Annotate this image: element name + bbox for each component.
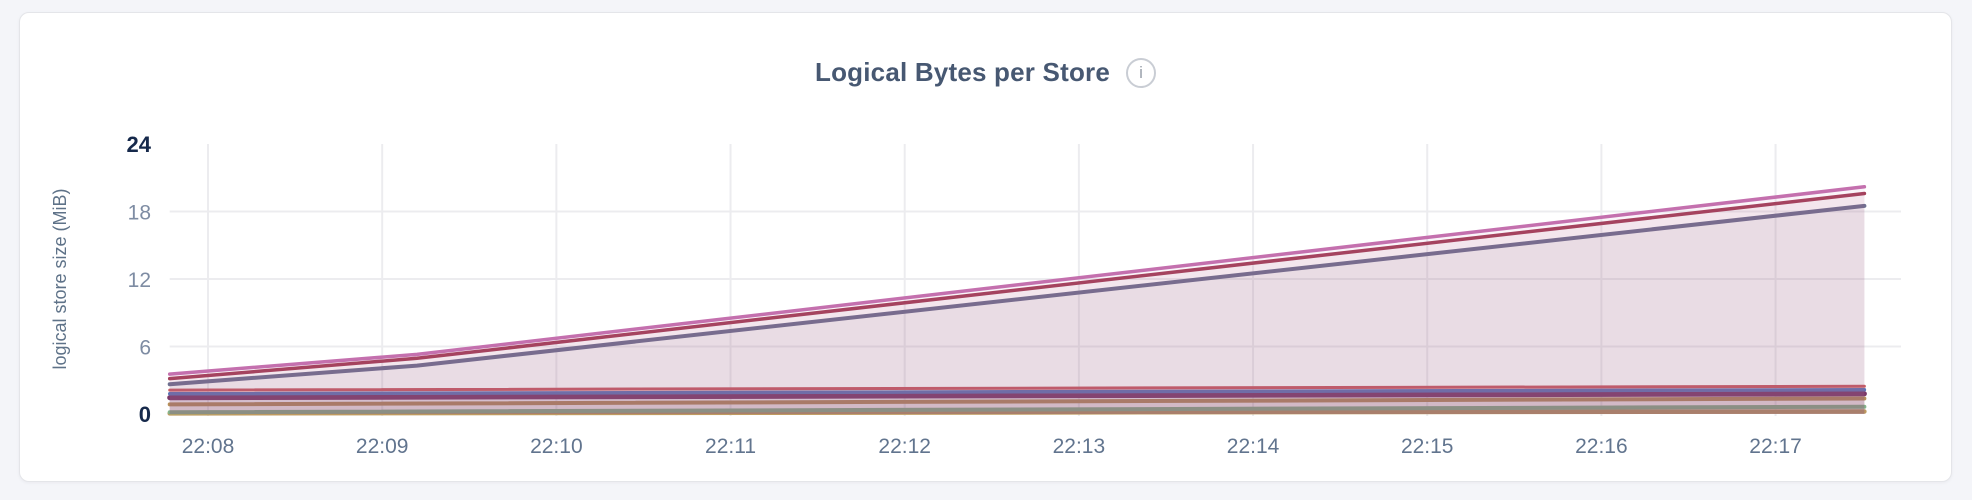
y-tick-label: 12 [128, 269, 151, 292]
x-tick-label: 22:11 [705, 435, 756, 458]
series-area-store-maroon [169, 193, 1865, 414]
x-tick-label: 22:08 [182, 435, 235, 458]
series-area-store-pink [169, 186, 1865, 414]
x-tick-label: 22:09 [356, 435, 409, 458]
x-tick-label: 22:15 [1401, 435, 1454, 458]
info-icon-glyph: i [1139, 62, 1143, 82]
series-group [167, 185, 1867, 416]
y-tick-label: 18 [128, 202, 151, 225]
series-area-store-slate [169, 205, 1865, 414]
y-tick-label: 24 [127, 132, 152, 157]
chart-header: Logical Bytes per Store i [20, 57, 1951, 88]
series-line-store-blue [167, 388, 1867, 396]
series-line-store-pink [167, 185, 1867, 376]
series-line-store-slate [167, 203, 1867, 387]
x-tick-label: 22:10 [530, 435, 583, 458]
series-line-store-purple [167, 391, 1867, 401]
x-tick-label: 22:17 [1749, 435, 1802, 458]
series-line-store-red [168, 384, 1866, 392]
y-tick-label: 6 [139, 337, 151, 360]
y-axis-labels: 0 6 12 18 24 [127, 132, 152, 427]
y-axis-title: logical store size (MiB) [50, 188, 70, 369]
gridlines [169, 144, 1901, 416]
x-axis-labels: 22:08 22:09 22:10 22:11 22:12 22:13 22:14 22:15… [182, 435, 1802, 458]
chart-card: Logical Bytes per Store i 0 6 12 18 24 22:08 2… [19, 12, 1952, 482]
series-line-store-maroon [167, 191, 1867, 381]
series-line-store-gold [167, 396, 1867, 407]
series-area-store-blue [169, 389, 1865, 414]
info-icon[interactable]: i [1126, 57, 1157, 88]
x-tick-label: 22:12 [878, 435, 931, 458]
x-tick-label: 22:13 [1053, 435, 1106, 458]
series-area-store-gold [169, 398, 1865, 414]
x-tick-label: 22:14 [1227, 435, 1280, 458]
y-tick-label: 0 [139, 402, 151, 427]
chart-title: Logical Bytes per Store [814, 57, 1111, 87]
series-line-store-green [167, 404, 1867, 415]
series-area-store-red [169, 386, 1865, 414]
x-tick-label: 22:16 [1575, 435, 1628, 458]
